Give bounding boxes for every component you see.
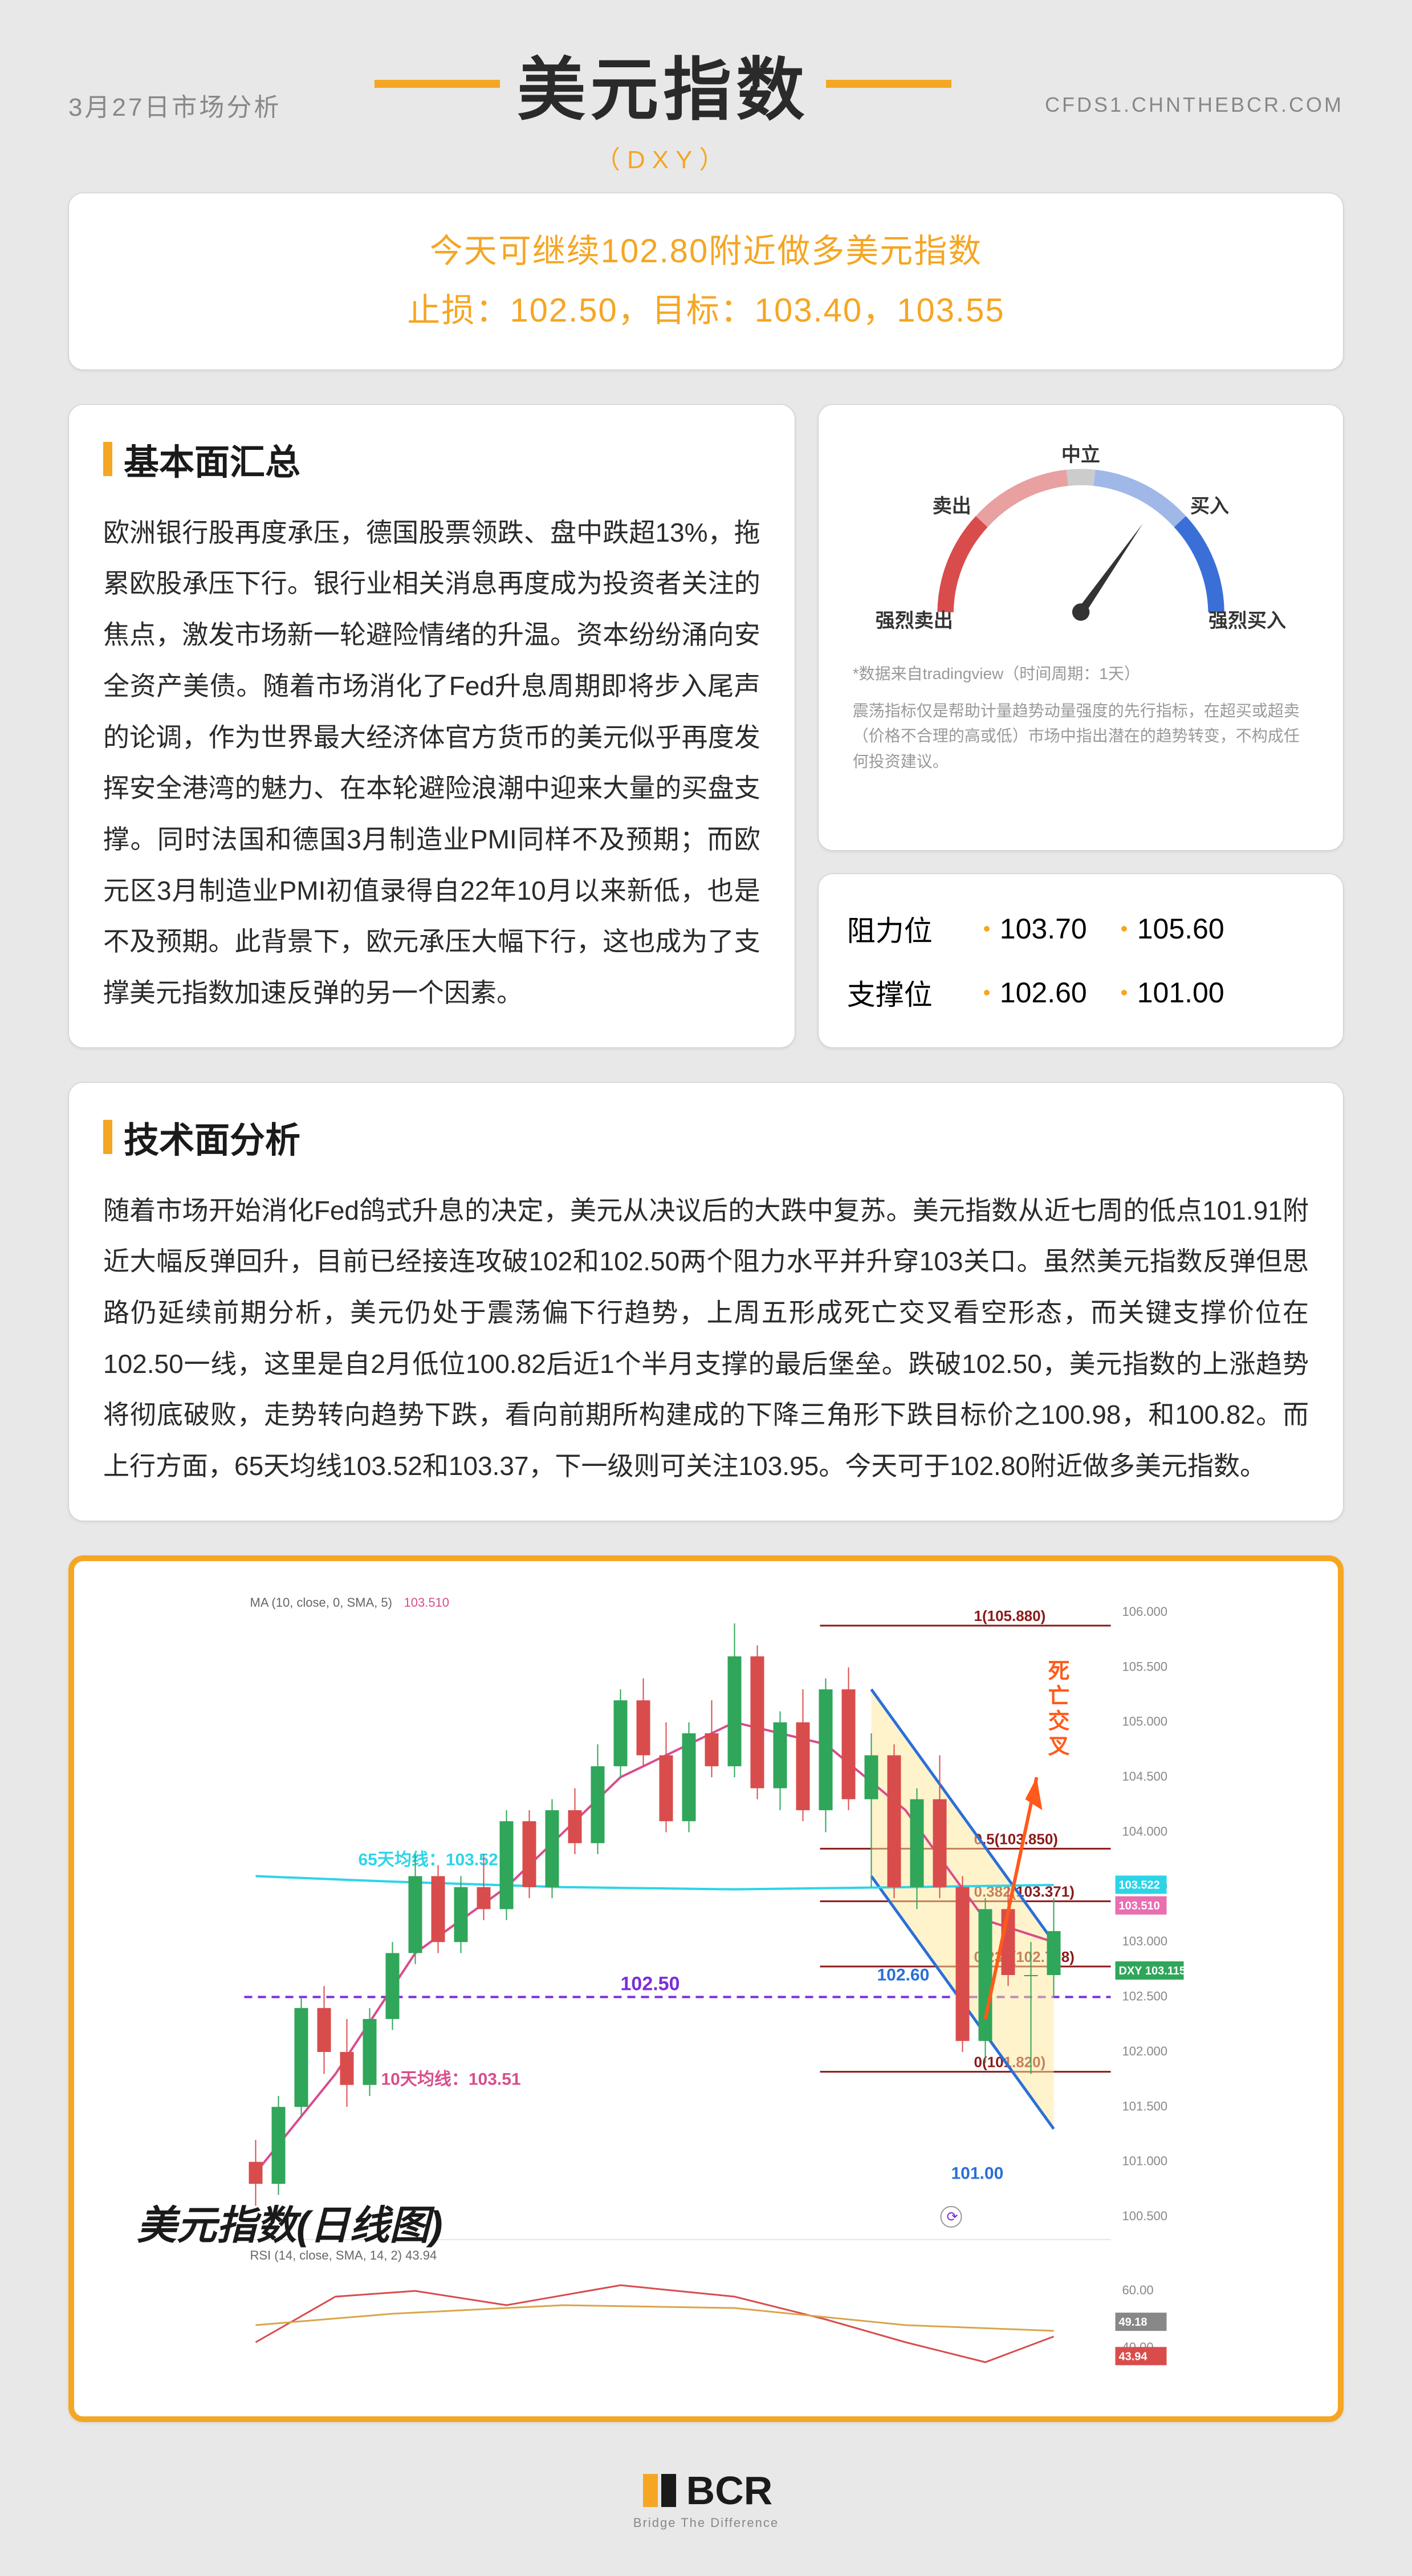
gauge-label-sell: 卖出 (933, 490, 971, 518)
svg-text:101.000: 101.000 (1122, 2154, 1168, 2168)
svg-text:102.000: 102.000 (1122, 2044, 1168, 2058)
svg-text:10天均线：103.51: 10天均线：103.51 (381, 2070, 521, 2089)
bullet-icon (1121, 926, 1127, 932)
bcr-logo-icon (640, 2471, 679, 2510)
svg-text:101.00: 101.00 (951, 2164, 1004, 2183)
svg-text:103.510: 103.510 (1119, 1900, 1160, 1912)
fundamentals-text: 欧洲银行股再度承压，德国股票领跌、盘中跌超13%，拖累欧股承压下行。银行业相关消… (103, 507, 760, 1019)
accent-bar-right (826, 80, 951, 88)
support-1: 102.60 (1000, 976, 1087, 1009)
fundamentals-title: 基本面汇总 (124, 433, 300, 485)
svg-text:交: 交 (1048, 1709, 1070, 1733)
date-label: 3月27日市场分析 (68, 87, 281, 123)
svg-text:104.000: 104.000 (1122, 1824, 1168, 1838)
svg-text:105.000: 105.000 (1122, 1714, 1168, 1729)
gauge-label-neutral: 中立 (1061, 439, 1100, 467)
svg-text:65天均线：103.52: 65天均线：103.52 (359, 1850, 498, 1869)
gauge-label-strong-sell: 强烈卖出 (876, 605, 953, 633)
chart-container: 106.000 105.500 105.000 104.500 104.000 103.5… (103, 1590, 1309, 2388)
svg-text:104.500: 104.500 (1122, 1769, 1168, 1783)
gauge-card: 强烈卖出 卖出 中立 买入 强烈买入 *数据来自tradingview（时间周期… (818, 404, 1344, 851)
gauge-note-1: *数据来自tradingview（时间周期：1天） (853, 661, 1309, 687)
svg-text:102.50: 102.50 (621, 1973, 680, 1994)
trade-line-2: 止损：102.50，目标：103.40，103.55 (103, 281, 1309, 340)
subtitle: （DXY） (281, 139, 1045, 176)
title-marker-icon (103, 1120, 112, 1154)
header: 3月27日市场分析 美元指数 （DXY） CFDS1.CHNTHEBCR.COM (68, 34, 1344, 176)
fundamentals-card: 基本面汇总 欧洲银行股再度承压，德国股票领跌、盘中跌超13%，拖累欧股承压下行。… (68, 404, 795, 1048)
svg-text:102.500: 102.500 (1122, 1989, 1168, 2003)
gauge-label-strong-buy: 强烈买入 (1208, 605, 1286, 633)
gauge-note-2: 震荡指标仅是帮助计量趋势动量强度的先行指标，在超买或超卖（价格不合理的高或低）市… (853, 698, 1309, 775)
technical-card: 技术面分析 随着市场开始消化Fed鸽式升息的决定，美元从决议后的大跌中复苏。美元… (68, 1082, 1344, 1521)
svg-text:103.522: 103.522 (1119, 1879, 1160, 1891)
bullet-icon (1121, 990, 1127, 996)
main-title: 美元指数 (517, 34, 809, 133)
support-label: 支撑位 (847, 972, 950, 1013)
svg-text:MA (10, close, 0, SMA, 5): MA (10, close, 0, SMA, 5) (250, 1595, 392, 1610)
svg-text:DXY 103.115: DXY 103.115 (1119, 1965, 1186, 1977)
trade-summary-card: 今天可继续102.80附近做多美元指数 止损：102.50，目标：103.40，… (68, 193, 1344, 370)
accent-bar-left (375, 80, 500, 88)
trade-line-1: 今天可继续102.80附近做多美元指数 (103, 222, 1309, 281)
gauge-label-buy: 买入 (1190, 490, 1229, 518)
chart-card: 106.000 105.500 105.000 104.500 104.000 103.5… (68, 1555, 1344, 2422)
svg-text:死: 死 (1048, 1659, 1070, 1683)
svg-text:102.60: 102.60 (877, 1965, 930, 1984)
candlestick-chart: 106.000 105.500 105.000 104.500 104.000 103.5… (103, 1590, 1309, 2388)
svg-text:101.500: 101.500 (1122, 2099, 1168, 2113)
svg-text:1(105.880): 1(105.880) (974, 1607, 1046, 1624)
footer-tagline: Bridge The Difference (68, 2516, 1344, 2530)
resistance-1: 103.70 (1000, 912, 1087, 945)
levels-card: 阻力位 103.70 105.60 支撑位 102.60 101.00 (818, 873, 1344, 1048)
bullet-icon (984, 926, 990, 932)
chart-title-overlay: 美元指数(日线图) (137, 2193, 443, 2251)
footer-brand: BCR (686, 2468, 773, 2513)
site-url: CFDS1.CHNTHEBCR.COM (1045, 93, 1344, 117)
title-marker-icon (103, 442, 112, 476)
technical-text: 随着市场开始消化Fed鸽式升息的决定，美元从决议后的大跌中复苏。美元指数从近七周… (103, 1185, 1309, 1492)
resistance-2: 105.60 (1137, 912, 1224, 945)
resistance-row: 阻力位 103.70 105.60 (847, 897, 1315, 961)
technical-title: 技术面分析 (124, 1111, 300, 1163)
svg-text:103.510: 103.510 (404, 1595, 450, 1610)
svg-text:100.500: 100.500 (1122, 2209, 1168, 2223)
resistance-label: 阻力位 (847, 908, 950, 949)
support-2: 101.00 (1137, 976, 1224, 1009)
svg-text:43.94: 43.94 (1119, 2350, 1148, 2363)
svg-text:叉: 叉 (1048, 1734, 1070, 1758)
footer: BCR Bridge The Difference (68, 2468, 1344, 2530)
svg-text:49.18: 49.18 (1119, 2316, 1147, 2329)
svg-text:60.00: 60.00 (1122, 2283, 1154, 2297)
support-row: 支撑位 102.60 101.00 (847, 961, 1315, 1025)
svg-text:⟳: ⟳ (947, 2209, 958, 2225)
bullet-icon (984, 990, 990, 996)
svg-text:亡: 亡 (1048, 1684, 1070, 1708)
svg-text:105.500: 105.500 (1122, 1659, 1168, 1673)
svg-text:0.5(103.850): 0.5(103.850) (974, 1830, 1058, 1847)
svg-text:106.000: 106.000 (1122, 1604, 1168, 1619)
svg-text:103.000: 103.000 (1122, 1934, 1168, 1948)
